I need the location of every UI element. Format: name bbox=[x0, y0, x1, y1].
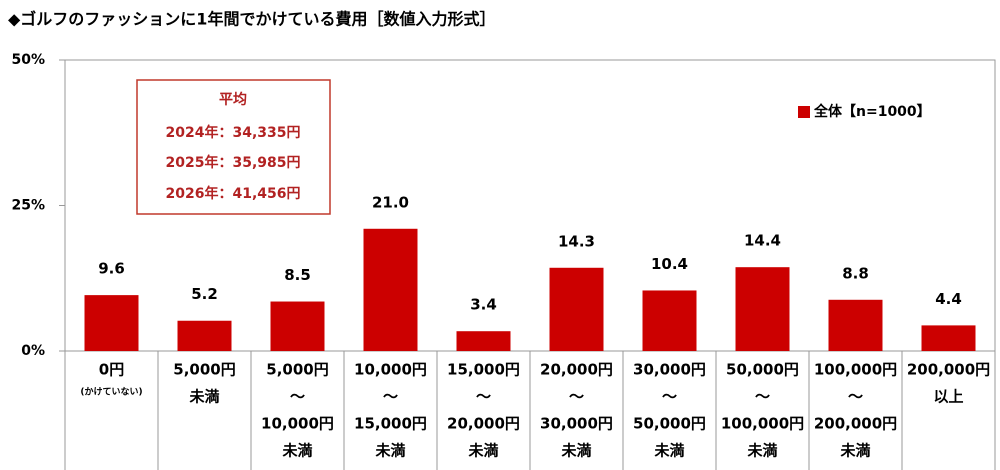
value-label: 14.3 bbox=[558, 232, 595, 250]
x-tick-label: 100,000円 bbox=[721, 415, 804, 433]
x-tick-label: 5,000円 bbox=[266, 361, 328, 379]
bar bbox=[642, 290, 697, 351]
value-label: 10.4 bbox=[651, 255, 688, 273]
average-line: 2026年：41,456円 bbox=[166, 185, 301, 202]
x-tick-label: 10,000円 bbox=[354, 361, 427, 379]
x-tick-label: ～ bbox=[476, 388, 491, 406]
y-tick-label: 25% bbox=[11, 198, 45, 214]
x-tick-label: ～ bbox=[569, 388, 584, 406]
bar bbox=[549, 267, 604, 351]
x-tick-label: 10,000円 bbox=[261, 415, 334, 433]
x-tick-label: 20,000円 bbox=[447, 415, 520, 433]
value-label: 14.4 bbox=[744, 232, 781, 250]
x-tick-label: 未満 bbox=[746, 442, 777, 460]
x-tick-label: ～ bbox=[662, 388, 677, 406]
bar bbox=[735, 267, 790, 351]
y-tick-label: 50% bbox=[11, 52, 45, 68]
x-tick-label: (かけていない) bbox=[80, 387, 142, 398]
value-label: 9.6 bbox=[98, 260, 125, 278]
x-tick-label: 未満 bbox=[188, 388, 219, 406]
chart-title: ◆ゴルフのファッションに1年間でかけている費用［数値入力形式］ bbox=[8, 10, 495, 29]
x-tick-label: 未満 bbox=[560, 442, 591, 460]
value-label: 21.0 bbox=[372, 193, 409, 211]
x-tick-label: 15,000円 bbox=[354, 415, 427, 433]
x-tick-label: 50,000円 bbox=[726, 361, 799, 379]
x-tick-label: 5,000円 bbox=[173, 361, 235, 379]
bar bbox=[828, 299, 883, 351]
value-label: 8.8 bbox=[842, 264, 869, 282]
x-tick-label: 以上 bbox=[933, 388, 963, 406]
value-label: 3.4 bbox=[470, 296, 497, 314]
x-tick-label: 未満 bbox=[281, 442, 312, 460]
x-tick-label: 200,000円 bbox=[907, 361, 990, 379]
x-tick-label: 未満 bbox=[839, 442, 870, 460]
bar bbox=[270, 301, 325, 351]
bar bbox=[921, 325, 976, 351]
legend-swatch bbox=[798, 106, 810, 118]
bar bbox=[84, 295, 139, 351]
x-tick-label: 50,000円 bbox=[633, 415, 706, 433]
value-label: 5.2 bbox=[191, 285, 218, 303]
x-tick-label: 30,000円 bbox=[540, 415, 613, 433]
x-tick-label: 20,000円 bbox=[540, 361, 613, 379]
x-tick-label: 15,000円 bbox=[447, 361, 520, 379]
x-tick-label: 未満 bbox=[374, 442, 405, 460]
x-tick-label: ～ bbox=[755, 388, 770, 406]
average-line: 2024年：34,335円 bbox=[166, 124, 301, 141]
x-tick-label: 0円 bbox=[99, 361, 124, 379]
x-tick-label: 100,000円 bbox=[814, 361, 897, 379]
average-box bbox=[136, 79, 331, 215]
x-tick-label: 未満 bbox=[653, 442, 684, 460]
x-tick-label: ～ bbox=[383, 388, 398, 406]
x-tick-label: 200,000円 bbox=[814, 415, 897, 433]
x-tick-label: 30,000円 bbox=[633, 361, 706, 379]
x-tick-label: 未満 bbox=[467, 442, 498, 460]
y-tick-label: 0% bbox=[21, 343, 45, 359]
average-line: 2025年：35,985円 bbox=[166, 154, 301, 171]
x-tick-label: ～ bbox=[848, 388, 863, 406]
bar bbox=[177, 320, 232, 351]
value-label: 4.4 bbox=[935, 290, 962, 308]
x-tick-label: ～ bbox=[290, 388, 305, 406]
bar bbox=[363, 228, 418, 351]
value-label: 8.5 bbox=[284, 266, 311, 284]
legend-label: 全体【n=1000】 bbox=[813, 103, 931, 120]
average-title: 平均 bbox=[219, 91, 247, 108]
bar bbox=[456, 331, 511, 351]
